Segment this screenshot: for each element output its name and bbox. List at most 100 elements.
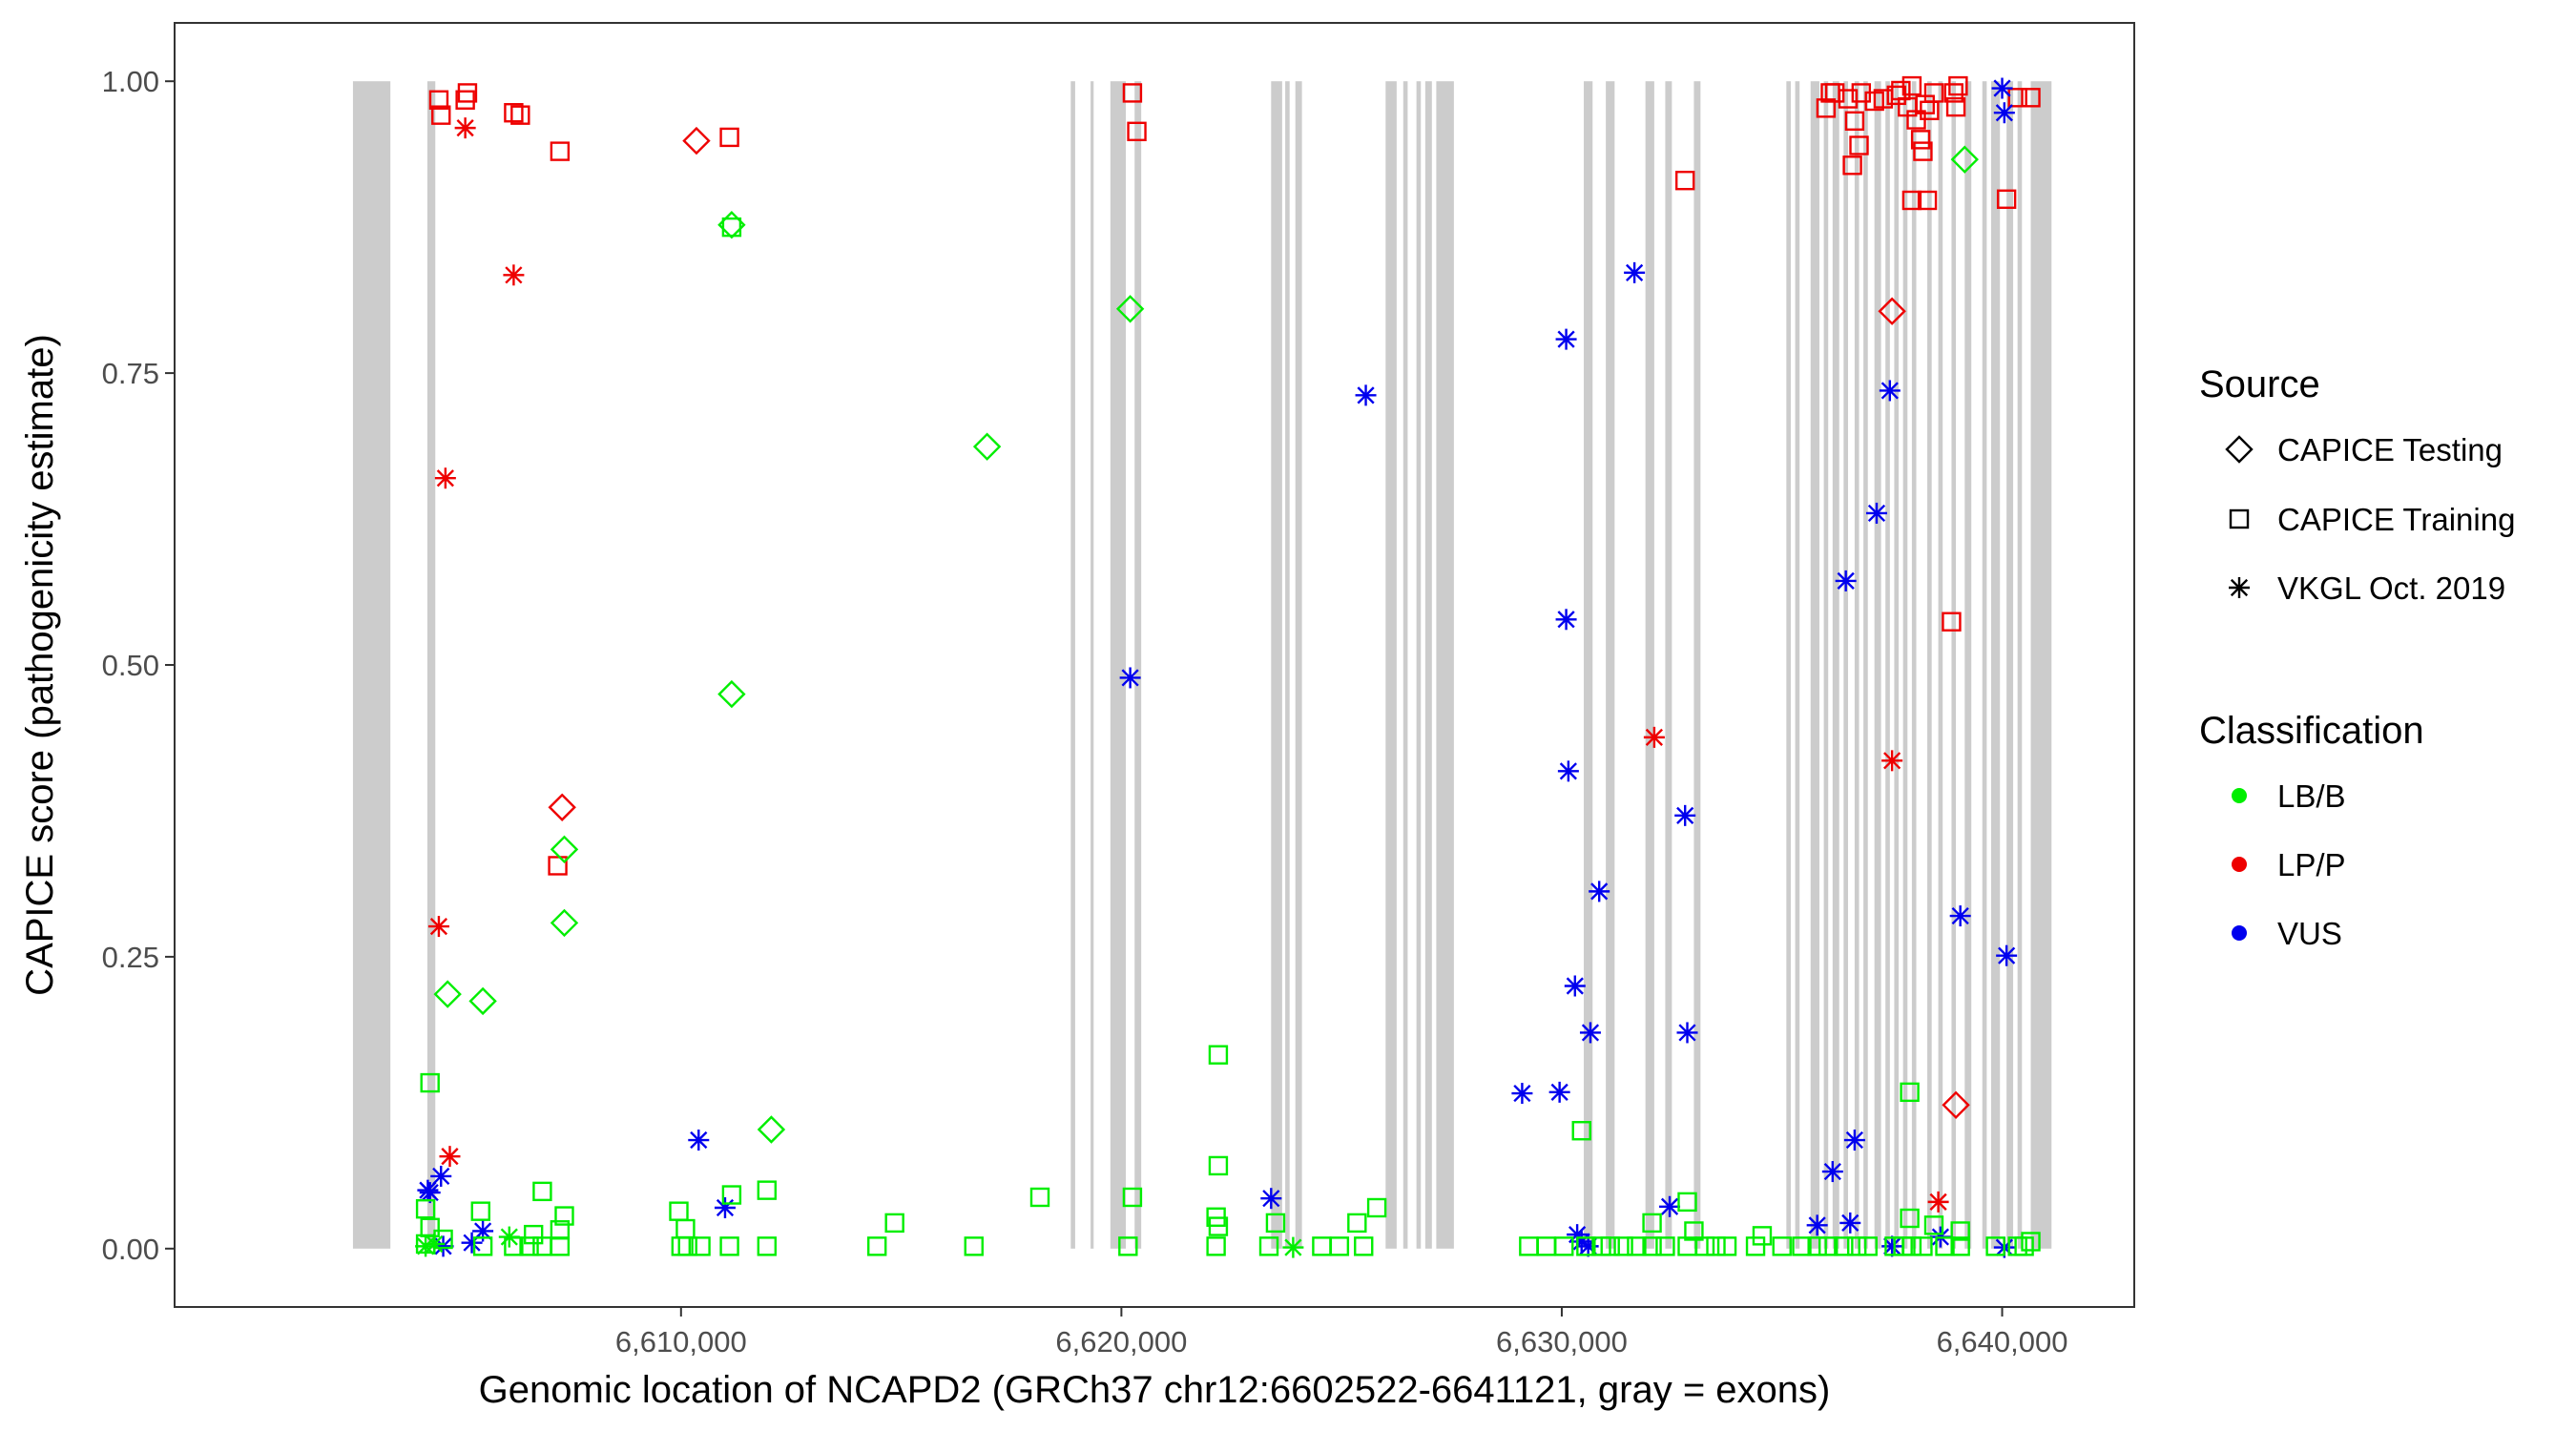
point-asterisk-3-12 xyxy=(1589,881,1610,902)
point-square-5-62 xyxy=(1655,1236,1675,1256)
point-diamond-1-0 xyxy=(682,126,711,156)
point-square-5-9 xyxy=(1122,1187,1143,1208)
legend-item-lbb: LB/B xyxy=(2277,778,2346,814)
point-diamond-4-5 xyxy=(550,835,579,864)
exon-band-36 xyxy=(1982,81,1987,1249)
point-square-5-49 xyxy=(1258,1236,1279,1256)
point-asterisk-6-1 xyxy=(498,1226,520,1248)
point-square-5-10 xyxy=(721,1185,742,1205)
exon-band-35 xyxy=(1964,81,1972,1249)
legend-key-dot-0 xyxy=(2232,788,2247,803)
point-asterisk-2-4 xyxy=(1881,750,1903,772)
point-asterisk-6-2 xyxy=(1282,1236,1304,1258)
exon-bands xyxy=(352,81,2052,1249)
point-diamond-4-8 xyxy=(468,986,497,1016)
x-tick-label-1: 6,620,000 xyxy=(1055,1325,1187,1358)
exon-band-24 xyxy=(1843,81,1848,1249)
plot-panel-border xyxy=(174,22,2135,1308)
point-square-5-22 xyxy=(1265,1213,1286,1234)
point-square-5-59 xyxy=(1613,1236,1633,1256)
x-tick-label-2: 6,630,000 xyxy=(1496,1325,1628,1358)
point-square-0-1 xyxy=(431,105,451,125)
exon-band-5 xyxy=(1134,81,1142,1249)
point-square-5-8 xyxy=(1029,1187,1050,1208)
point-square-0-27 xyxy=(1913,141,1933,161)
point-square-5-56 xyxy=(1576,1236,1596,1256)
point-square-0-10 xyxy=(1674,170,1695,191)
point-asterisk-3-14 xyxy=(1564,975,1586,997)
point-asterisk-3-15 xyxy=(1996,944,2018,966)
legend-key-diamond-icon xyxy=(2225,435,2254,464)
point-asterisk-3-26 xyxy=(714,1196,736,1218)
point-asterisk-3-24 xyxy=(430,1165,452,1187)
data-points xyxy=(415,75,2041,1258)
point-asterisk-2-2 xyxy=(434,467,456,489)
exon-band-32 xyxy=(1927,81,1932,1249)
series-lbb-diamond xyxy=(433,145,1979,1144)
exon-band-2 xyxy=(1070,81,1075,1249)
legend: Source CAPICE Testing CAPICE Training VK… xyxy=(2199,363,2515,951)
point-square-5-35 xyxy=(472,1236,493,1256)
exon-band-13 xyxy=(1436,81,1454,1249)
point-asterisk-3-2 xyxy=(1624,261,1646,283)
exon-band-31 xyxy=(1911,81,1917,1249)
point-square-5-40 xyxy=(671,1236,692,1256)
point-asterisk-3-29 xyxy=(1806,1214,1828,1236)
point-square-0-37 xyxy=(1996,189,2017,209)
point-asterisk-2-6 xyxy=(439,1146,461,1168)
point-square-5-18 xyxy=(1347,1213,1367,1234)
point-diamond-4-9 xyxy=(757,1115,786,1144)
point-square-0-31 xyxy=(1943,83,1963,103)
point-square-0-14 xyxy=(1838,89,1859,109)
point-square-5-54 xyxy=(1536,1236,1557,1256)
exon-band-37 xyxy=(1990,81,2001,1249)
point-diamond-1-1 xyxy=(1878,297,1906,325)
axes: 0.00 0.25 0.50 0.75 1.00 6,610,000 6,620,000 6,… xyxy=(102,65,2068,1358)
point-square-5-6 xyxy=(532,1181,552,1202)
point-square-5-0 xyxy=(721,217,742,238)
point-square-5-17 xyxy=(1366,1197,1387,1218)
point-asterisk-3-30 xyxy=(1839,1212,1861,1234)
point-square-5-31 xyxy=(1684,1221,1704,1241)
point-square-0-33 xyxy=(1948,75,1968,96)
exon-band-6 xyxy=(1271,81,1282,1249)
legend-item-vkgl: VKGL Oct. 2019 xyxy=(2277,570,2505,606)
point-square-5-32 xyxy=(1950,1221,1970,1241)
point-square-5-41 xyxy=(677,1236,697,1256)
point-square-5-44 xyxy=(757,1236,778,1256)
point-square-5-26 xyxy=(1642,1213,1662,1234)
exon-band-29 xyxy=(1894,81,1900,1249)
point-asterisk-3-16 xyxy=(1579,1022,1601,1044)
point-square-5-78 xyxy=(1913,1236,1933,1256)
point-square-5-23 xyxy=(675,1218,696,1239)
point-square-5-37 xyxy=(519,1236,539,1256)
exon-band-3 xyxy=(1091,81,1094,1249)
exon-band-21 xyxy=(1810,81,1819,1249)
point-asterisk-3-5 xyxy=(1879,380,1901,402)
exon-band-27 xyxy=(1874,81,1881,1249)
point-square-5-43 xyxy=(719,1236,739,1256)
point-asterisk-3-8 xyxy=(1555,609,1577,631)
exon-band-4 xyxy=(1110,81,1126,1249)
point-asterisk-3-27 xyxy=(1659,1195,1681,1217)
point-square-5-64 xyxy=(1694,1236,1715,1256)
exon-band-19 xyxy=(1786,81,1791,1249)
exon-band-7 xyxy=(1285,81,1290,1249)
point-square-5-12 xyxy=(470,1201,490,1221)
point-square-0-6 xyxy=(550,141,571,161)
point-diamond-4-0 xyxy=(1950,145,1979,174)
point-asterisk-3-21 xyxy=(688,1130,710,1151)
exon-band-39 xyxy=(2017,81,2023,1249)
point-square-0-32 xyxy=(1945,96,1966,117)
point-diamond-4-7 xyxy=(433,980,462,1008)
point-square-0-24 xyxy=(1901,75,1922,96)
point-square-5-14 xyxy=(669,1201,689,1221)
point-square-5-15 xyxy=(884,1213,904,1234)
x-tick-label-3: 6,640,000 xyxy=(1937,1325,2068,1358)
point-square-0-30 xyxy=(1923,83,1944,103)
point-square-5-72 xyxy=(1834,1236,1854,1256)
legend-key-dot-2 xyxy=(2232,925,2247,941)
point-square-5-45 xyxy=(867,1236,887,1256)
point-asterisk-3-6 xyxy=(1865,502,1887,524)
